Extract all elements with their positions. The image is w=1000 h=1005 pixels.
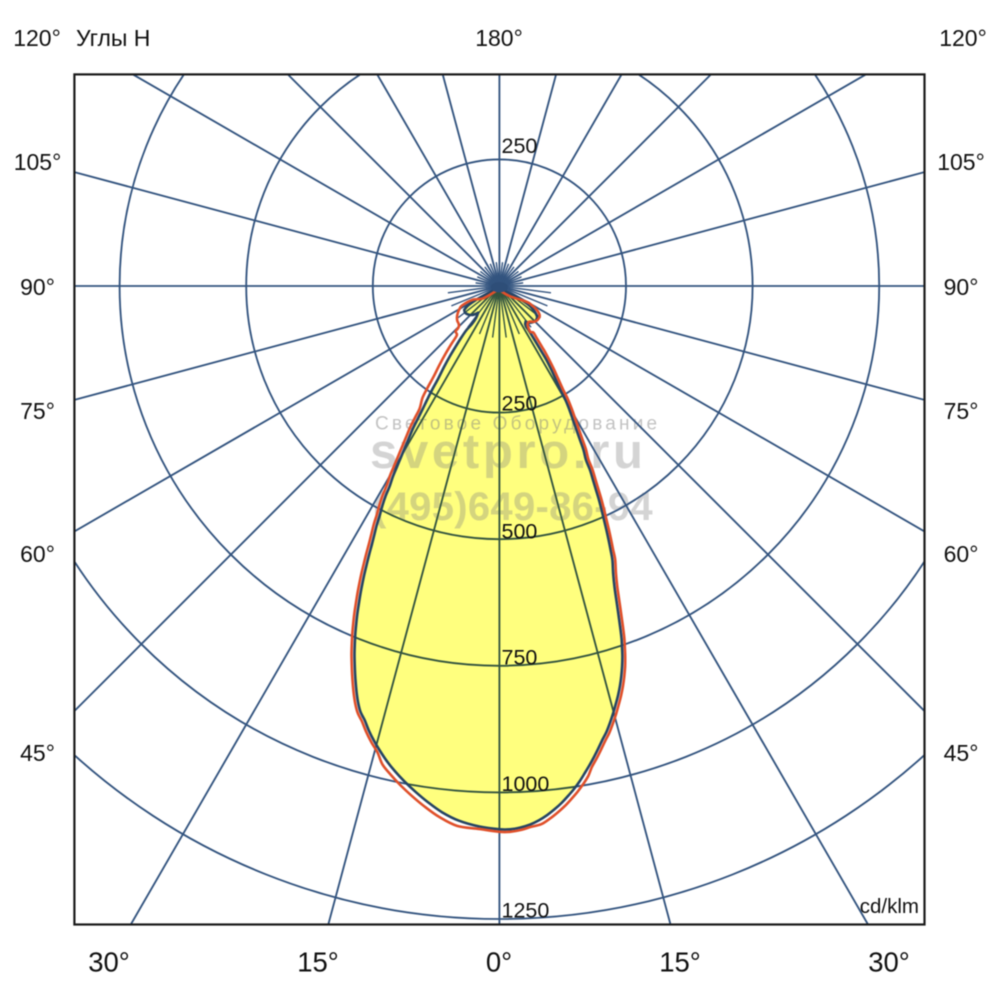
svg-text:750: 750	[502, 646, 538, 670]
svg-text:250: 250	[502, 134, 538, 158]
svg-text:15°: 15°	[659, 947, 701, 978]
svg-text:60°: 60°	[944, 541, 979, 567]
svg-text:1000: 1000	[502, 772, 550, 796]
svg-text:120°: 120°	[939, 25, 987, 51]
svg-text:90°: 90°	[944, 274, 979, 300]
svg-text:45°: 45°	[944, 740, 979, 766]
svg-text:75°: 75°	[20, 398, 55, 424]
svg-text:105°: 105°	[937, 149, 985, 175]
svg-text:60°: 60°	[20, 541, 55, 567]
svg-text:0°: 0°	[486, 947, 512, 978]
svg-text:30°: 30°	[868, 947, 910, 978]
svg-text:svetpro.ru: svetpro.ru	[370, 425, 647, 479]
svg-text:75°: 75°	[944, 398, 979, 424]
svg-text:Световое Оборудование: Световое Оборудование	[375, 414, 660, 435]
svg-text:cd/klm: cd/klm	[860, 895, 919, 918]
svg-text:105°: 105°	[14, 149, 62, 175]
svg-text:15°: 15°	[297, 947, 339, 978]
svg-text:90°: 90°	[20, 274, 55, 300]
svg-text:30°: 30°	[88, 947, 130, 978]
svg-text:120°: 120°	[13, 25, 61, 51]
svg-text:500: 500	[502, 520, 538, 544]
svg-text:250: 250	[502, 392, 538, 416]
svg-text:1250: 1250	[502, 899, 550, 923]
svg-text:Углы H: Углы H	[76, 25, 150, 51]
svg-text:180°: 180°	[475, 25, 523, 51]
svg-text:45°: 45°	[20, 740, 55, 766]
